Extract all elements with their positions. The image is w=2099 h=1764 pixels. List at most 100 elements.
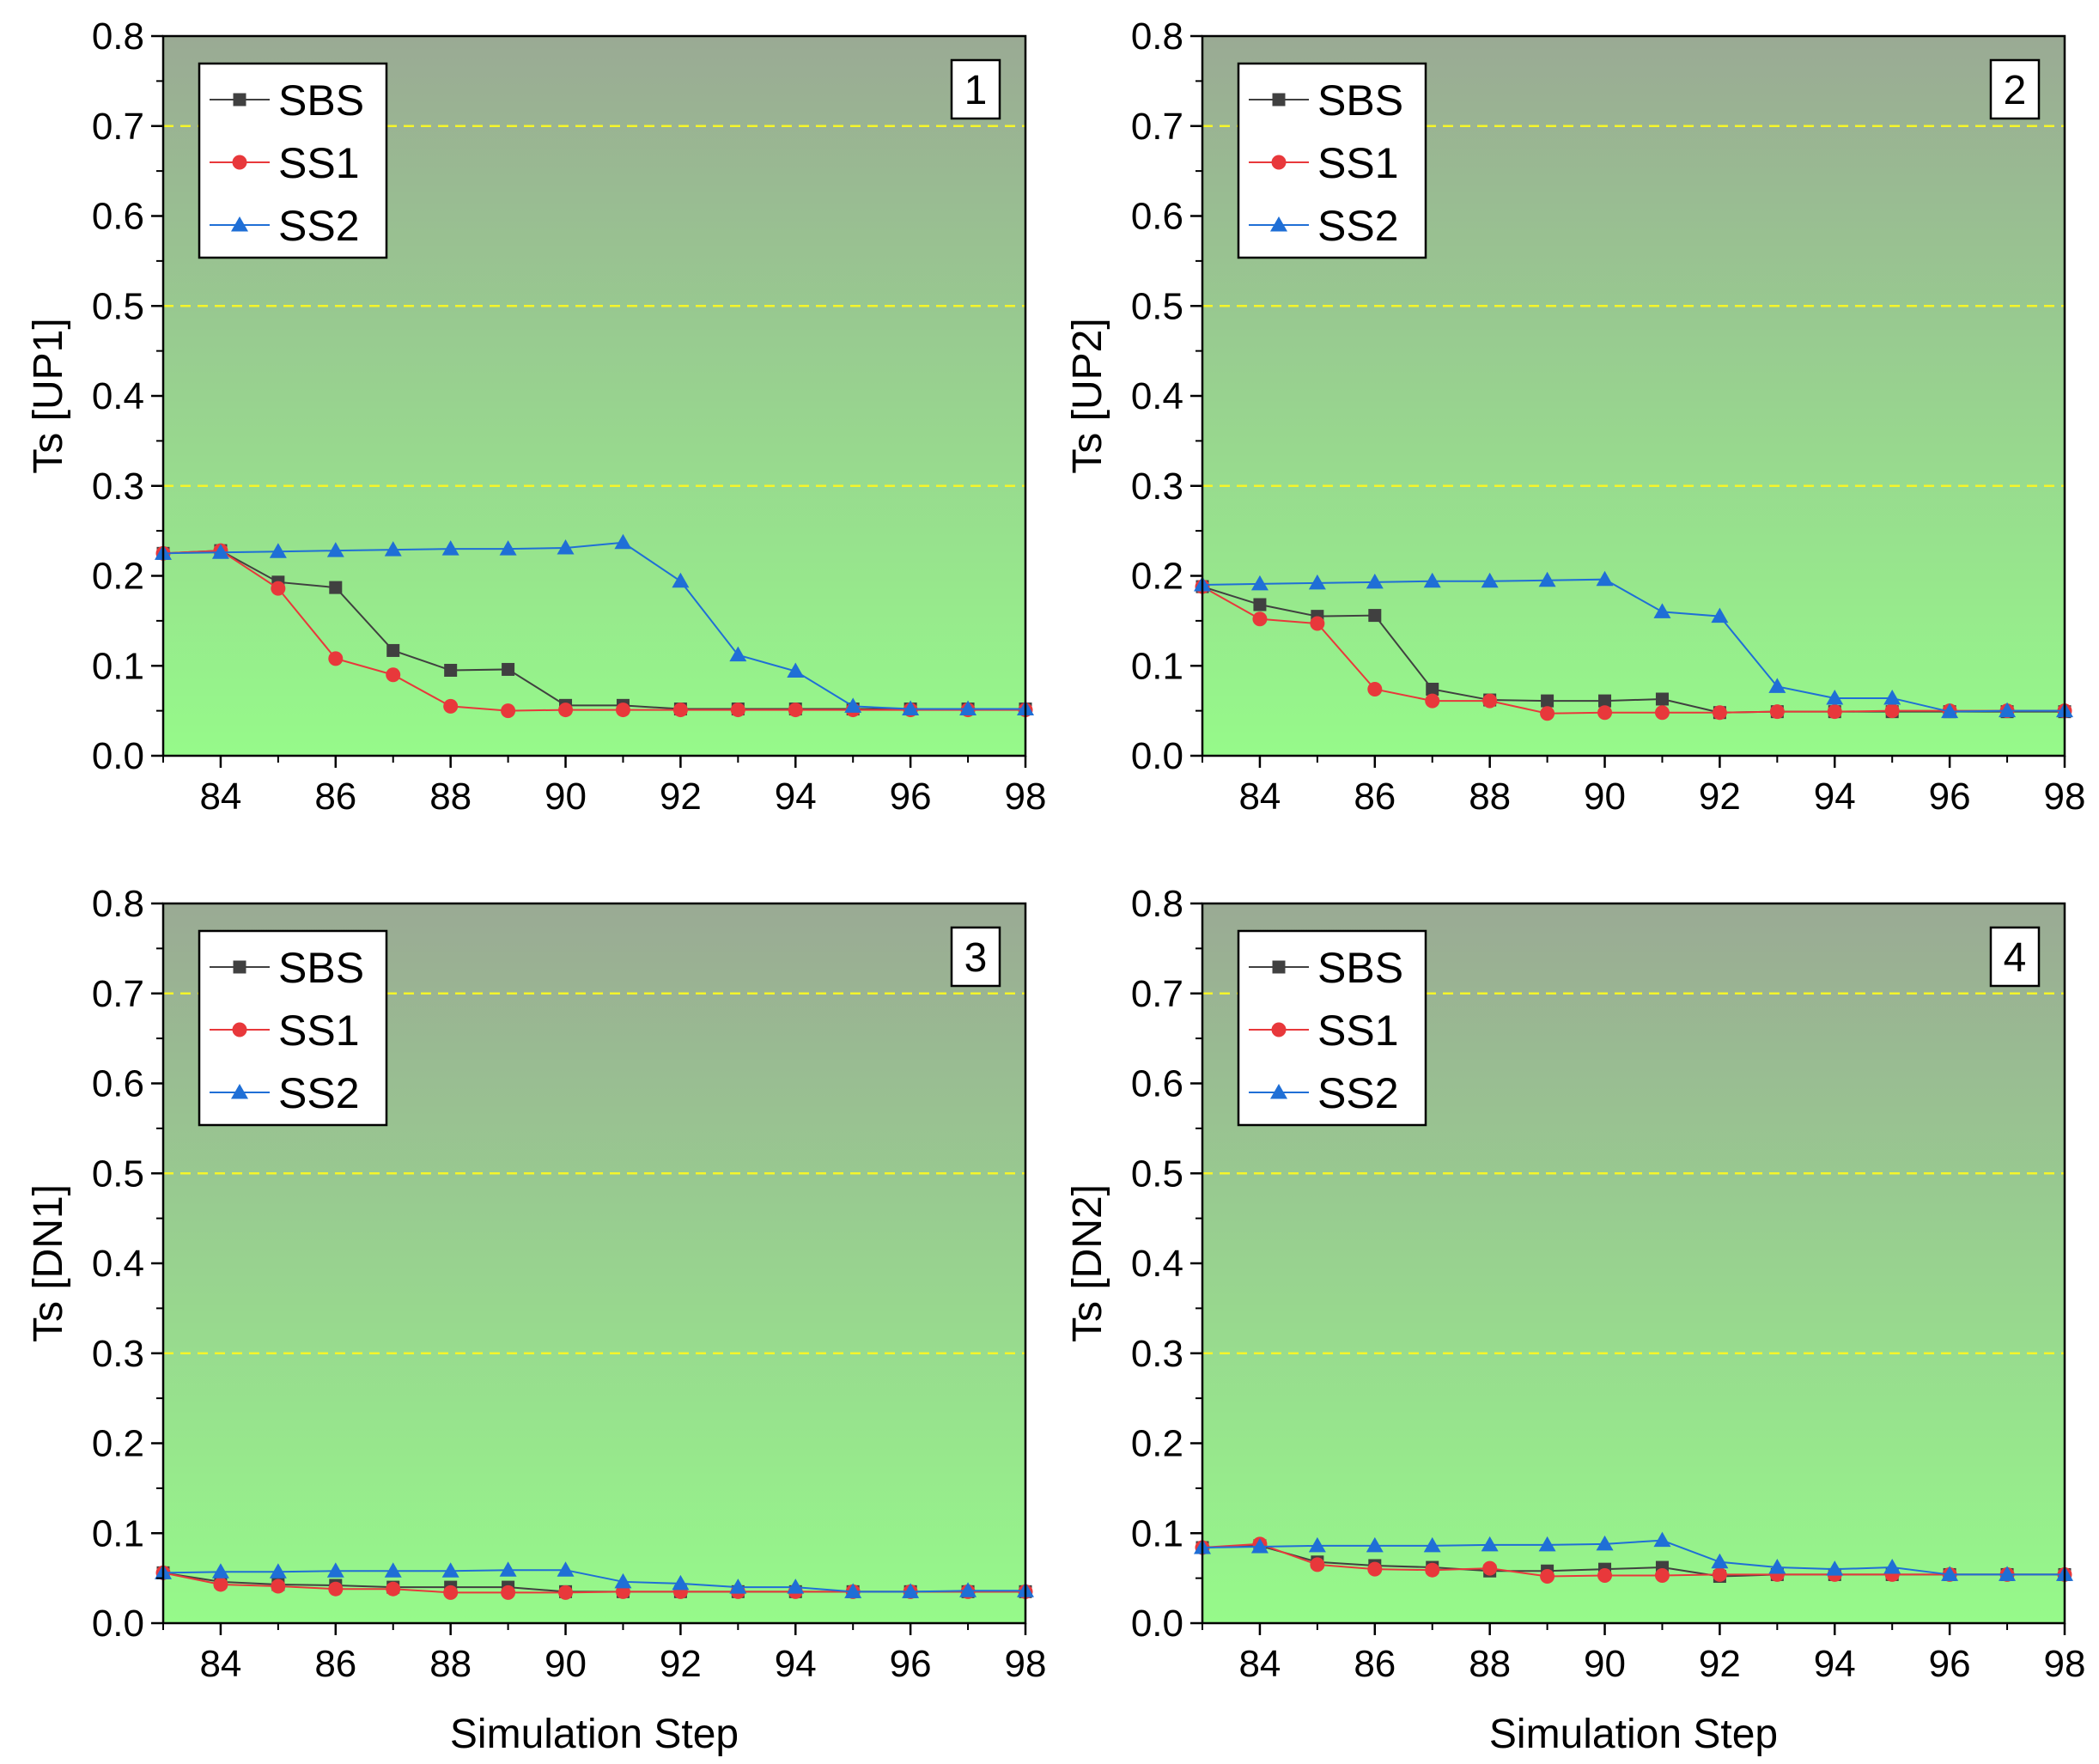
data-point-ss2 [211, 544, 229, 559]
y-tick-label: 0.8 [92, 883, 144, 925]
y-axis-title: Ts [DN2] [1065, 1184, 1110, 1342]
data-point-ss1 [328, 1581, 344, 1597]
y-tick-label: 0.7 [92, 973, 144, 1015]
data-point-ss2 [1366, 1536, 1384, 1553]
data-point-ss2 [1883, 1559, 1901, 1574]
panel-number-box [950, 926, 1001, 988]
legend-swatch-marker [1271, 1022, 1287, 1037]
data-point-ss1 [328, 651, 344, 666]
x-tick-label: 98 [1005, 776, 1047, 818]
legend-label-sbs: SBS [278, 76, 364, 125]
data-point-ss1 [615, 703, 630, 718]
x-tick-label: 92 [660, 1643, 702, 1685]
data-point-ss1 [1827, 704, 1842, 720]
x-tick-label: 84 [1238, 1643, 1281, 1685]
panel-number-box [1989, 58, 2041, 120]
data-point-ss1 [271, 581, 286, 596]
data-point-ss1 [1540, 706, 1555, 721]
legend-swatch-marker [233, 960, 246, 974]
data-point-ss2 [1596, 1535, 1614, 1551]
panel-number: 2 [2004, 68, 2027, 113]
x-tick-label: 92 [1699, 776, 1741, 818]
data-point-ss1 [1367, 681, 1383, 696]
y-axis-title: Ts [DN1] [26, 1184, 71, 1342]
legend-label-ss1: SS1 [1317, 139, 1399, 187]
data-point-ss2 [1538, 571, 1556, 587]
data-point-ss2 [269, 543, 287, 558]
series-line-ss1 [1202, 1542, 2065, 1578]
y-tick-label: 0.1 [92, 645, 144, 687]
panel-number: 4 [2004, 935, 2027, 981]
series-line-ss2 [1202, 1539, 2065, 1576]
data-point-ss2 [326, 542, 344, 557]
data-point-ss1 [730, 703, 745, 718]
data-point-ss1 [501, 1585, 516, 1600]
data-point-ss2 [1768, 1559, 1786, 1574]
data-point-sbs [1368, 609, 1382, 623]
data-point-ss2 [902, 700, 920, 716]
x-tick-label: 90 [545, 1643, 587, 1685]
x-tick-label: 98 [2044, 1643, 2086, 1685]
x-tick-label: 98 [2044, 776, 2086, 818]
y-tick-label: 0.4 [92, 1243, 144, 1285]
y-tick-label: 0.2 [92, 556, 144, 598]
legend-swatch-marker [1271, 155, 1287, 170]
y-tick-label: 0.6 [92, 1063, 144, 1105]
y-tick-label: 0.8 [1131, 15, 1183, 58]
x-tick-label: 84 [199, 776, 241, 818]
data-point-ss2 [1711, 607, 1729, 623]
data-point-ss2 [557, 1561, 575, 1577]
data-point-ss2 [1481, 572, 1499, 588]
data-point-ss1 [1310, 616, 1325, 631]
data-point-sbs [1426, 682, 1439, 696]
legend-label-ss1: SS1 [278, 139, 360, 187]
y-tick-label: 0.0 [1131, 735, 1183, 777]
panel-1: 0.0 0.1 0.2 0.3 0.4 0.5 0.6 0.7 0.8 84 86 88 90 92 94 9… [26, 15, 1047, 818]
y-tick-label: 0.1 [92, 1512, 144, 1554]
x-axis-title: Simulation Step [1489, 1712, 1778, 1757]
y-tick-label: 0.4 [92, 375, 144, 417]
x-tick-label: 90 [545, 776, 587, 818]
data-point-ss2 [844, 1583, 862, 1598]
panel-number: 3 [964, 935, 988, 981]
data-point-ss2 [787, 662, 805, 678]
series-line-sbs [162, 550, 1025, 710]
legend-label-sbs: SBS [1317, 944, 1403, 992]
y-tick-label: 0.4 [1131, 1243, 1183, 1285]
y-tick-label: 0.7 [92, 106, 144, 148]
legend-label-sbs: SBS [1317, 76, 1403, 125]
data-point-ss1 [1597, 1567, 1613, 1583]
legend-label-sbs: SBS [278, 944, 364, 992]
x-tick-label: 90 [1584, 776, 1626, 818]
panel-number: 1 [964, 68, 988, 113]
x-tick-label: 94 [775, 776, 817, 818]
x-tick-label: 94 [1814, 1643, 1856, 1685]
legend-label-ss2: SS2 [278, 202, 360, 250]
data-point-ss1 [1654, 1567, 1670, 1583]
series-line-ss2 [1202, 578, 2065, 713]
data-point-ss2 [1653, 1531, 1671, 1548]
x-tick-label: 88 [1469, 776, 1511, 818]
x-tick-label: 84 [1238, 776, 1281, 818]
data-point-ss2 [211, 1563, 229, 1578]
data-point-ss1 [213, 1577, 228, 1592]
y-tick-label: 0.5 [1131, 285, 1183, 327]
data-point-ss2 [1538, 1536, 1556, 1552]
y-tick-label: 0.2 [1131, 1423, 1183, 1465]
legend-label-ss1: SS1 [278, 1007, 360, 1055]
x-tick-label: 86 [314, 1643, 356, 1685]
y-tick-label: 0.5 [1131, 1153, 1183, 1195]
legend-swatch-marker [231, 1084, 248, 1099]
y-tick-label: 0.5 [92, 285, 144, 327]
x-tick-label: 90 [1584, 1643, 1626, 1685]
y-tick-label: 0.2 [92, 1423, 144, 1465]
data-point-ss1 [672, 703, 688, 718]
x-axis-title: Simulation Step [450, 1712, 739, 1757]
data-point-sbs [1253, 598, 1267, 611]
panel-number-box [1989, 926, 2041, 988]
data-point-sbs [1655, 692, 1669, 706]
x-tick-label: 88 [429, 1643, 472, 1685]
data-point-ss1 [788, 703, 803, 718]
series-line-ss2 [162, 541, 1025, 710]
